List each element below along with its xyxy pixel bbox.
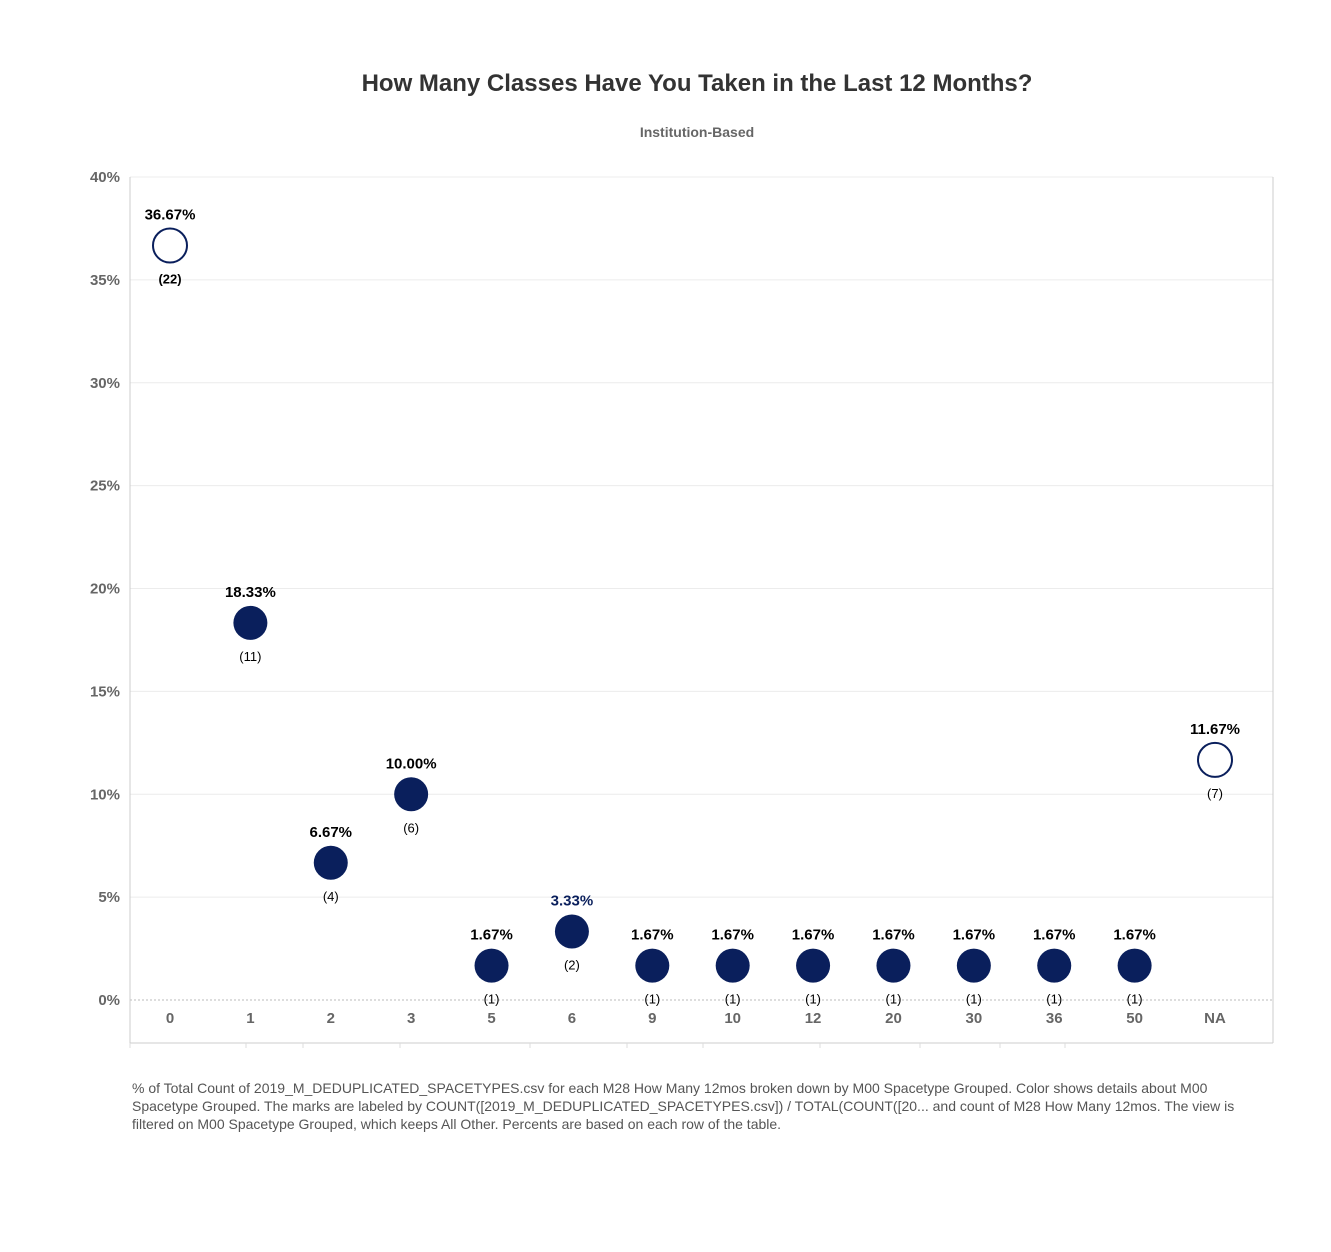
data-label-percent: 1.67% [872,927,915,944]
x-tick-label: 30 [966,1010,983,1027]
x-tick-label: 1 [246,1010,254,1027]
axes [129,177,1274,1048]
data-label-percent: 10.00% [386,755,437,772]
x-tick-label: 3 [407,1010,415,1027]
data-label-count: (2) [564,957,580,972]
data-label-count: (4) [323,889,339,904]
x-tick-label: 2 [327,1010,335,1027]
data-point [474,948,509,983]
data-label-count: (1) [805,992,821,1007]
data-label-count: (1) [484,992,500,1007]
data-label-count: (1) [644,992,660,1007]
y-tick-label: 5% [98,889,120,906]
x-tick-label: NA [1204,1010,1226,1027]
data-label-percent: 1.67% [631,927,674,944]
y-tick-label: 25% [90,478,120,495]
data-label-count: (1) [1127,992,1143,1007]
data-label-percent: 1.67% [792,927,835,944]
data-label-percent: 18.33% [225,584,276,601]
data-label-percent: 1.67% [953,927,996,944]
x-tick-label: 12 [805,1010,822,1027]
data-point [313,845,348,880]
data-label-percent: 11.67% [1190,721,1240,738]
chart-caption: % of Total Count of 2019_M_DEDUPLICATED_… [132,1080,1235,1132]
data-label-count: (6) [403,820,419,835]
x-tick-label: 50 [1126,1010,1143,1027]
data-label-percent: 3.33% [551,892,594,909]
x-tick-label: 9 [648,1010,656,1027]
x-tick-label: 10 [724,1010,741,1027]
data-label-count: (1) [1046,992,1062,1007]
y-tick-label: 30% [90,375,120,392]
data-point-hollow [1197,741,1233,778]
data-label-percent: 6.67% [309,824,352,841]
y-tick-label: 15% [90,683,120,700]
data-label-percent: 1.67% [711,927,754,944]
data-label-count: (7) [1207,786,1223,801]
chart-canvas: 0%5%10%15%20%25%30%35%40% 0 1 2 3 5 6 9 10 12 20 3… [90,169,1274,1048]
data-point [956,948,991,983]
data-point [554,914,589,949]
data-point [876,948,911,983]
x-tick-label: 20 [885,1010,902,1027]
chart-subtitle: Institution-Based [639,124,755,140]
data-point [1037,948,1072,983]
data-marks [152,227,1233,983]
y-tick-labels: 0% 5% 10% 15% 20% 25% 30% 35% 40% [90,169,120,1009]
grid-lines [130,176,1273,1001]
x-tick-label: 5 [487,1010,495,1027]
data-label-percent: 36.67% [145,207,196,224]
x-tick-label: 0 [166,1010,174,1027]
y-tick-label: 20% [90,581,120,598]
data-labels: 36.67% (22) 18.33% (11) 6.67% (4) 10.00% (6) 1.6… [145,207,1240,1007]
chart-title: How Many Classes Have You Taken in the L… [361,70,1033,97]
data-point [635,948,670,983]
x-tick-label: 6 [568,1010,576,1027]
data-point [796,948,831,983]
data-label-count: (11) [239,649,261,664]
y-tick-label: 35% [90,272,120,289]
data-point-hollow [152,227,188,264]
data-point [394,777,429,812]
data-label-percent: 1.67% [1033,927,1076,944]
data-label-percent: 1.67% [470,927,513,944]
data-label-count: (22) [158,272,181,287]
y-tick-label: 40% [90,169,120,186]
data-label-percent: 1.67% [1113,927,1156,944]
data-label-count: (1) [725,992,741,1007]
data-label-count: (1) [886,992,902,1007]
y-tick-label: 0% [98,992,120,1009]
data-point [233,605,268,640]
data-point [1117,948,1152,983]
data-label-count: (1) [966,992,982,1007]
x-tick-labels: 0 1 2 3 5 6 9 10 12 20 30 36 50 NA [166,1010,1226,1027]
y-tick-label: 10% [90,786,120,803]
data-point [715,948,750,983]
x-tick-label: 36 [1046,1010,1063,1027]
